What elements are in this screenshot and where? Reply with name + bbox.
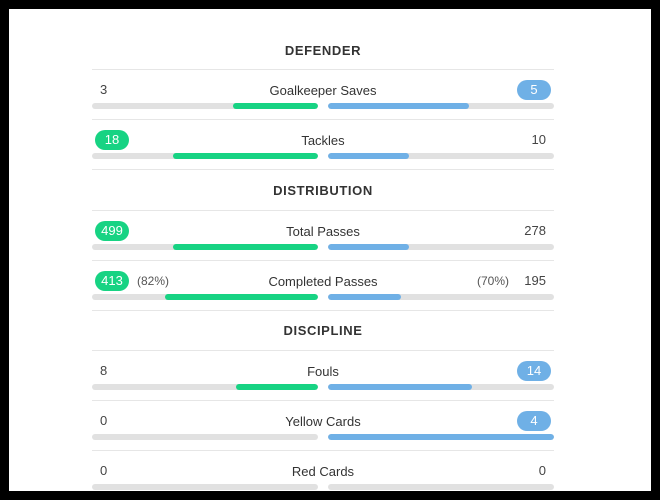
right-bar-track <box>328 434 554 440</box>
right-bar-fill <box>328 153 409 159</box>
right-bar-fill <box>328 103 470 109</box>
right-value: 195 <box>524 273 546 288</box>
right-value: 278 <box>524 223 546 238</box>
stat-label: Yellow Cards <box>285 414 361 429</box>
left-bar-track <box>92 484 318 490</box>
right-bar-fill <box>328 384 472 390</box>
left-percentage: (82%) <box>137 274 170 288</box>
stat-row-fouls: 8 Fouls 14 <box>92 351 554 401</box>
divider <box>92 400 554 401</box>
right-bar-fill <box>328 294 401 300</box>
right-bar-fill <box>328 434 554 440</box>
left-bar-track <box>92 103 318 109</box>
right-value-badge: 4 <box>517 411 551 431</box>
left-value-badge: 18 <box>95 130 129 150</box>
right-value: 0 <box>538 463 546 478</box>
right-bar-fill <box>328 244 409 250</box>
divider <box>92 119 554 120</box>
left-bar-fill <box>172 244 318 250</box>
stat-row-red-cards: 0 Red Cards 0 <box>92 451 554 491</box>
left-bar-fill <box>233 103 318 109</box>
left-value: 0 <box>100 463 108 478</box>
left-value: 8 <box>100 363 108 378</box>
match-stats-panel: DEFENDER 3 Goalkeeper Saves 5 18 Tackles… <box>9 9 651 491</box>
stat-label: Tackles <box>301 133 345 148</box>
right-bar-track <box>328 103 554 109</box>
stat-row-completed-passes: 413 (82%) Completed Passes (70%) 195 <box>92 261 554 311</box>
right-bar-track <box>328 244 554 250</box>
left-value-badge: 499 <box>95 221 129 241</box>
stat-row-tackles: 18 Tackles 10 <box>92 120 554 170</box>
right-value-badge: 5 <box>517 80 551 100</box>
left-bar-fill <box>235 384 318 390</box>
stat-label: Total Passes <box>286 224 360 239</box>
section-title-distribution: DISTRIBUTION <box>273 183 373 198</box>
stat-label: Red Cards <box>291 464 355 479</box>
right-bar-track <box>328 484 554 490</box>
right-bar-track <box>328 384 554 390</box>
left-bar-track <box>92 384 318 390</box>
section-title-defender: DEFENDER <box>284 43 362 58</box>
left-bar-track <box>92 434 318 440</box>
divider <box>92 210 554 211</box>
right-bar-track <box>328 294 554 300</box>
stat-label: Goalkeeper Saves <box>269 83 377 98</box>
right-bar-track <box>328 153 554 159</box>
divider <box>92 169 554 170</box>
divider <box>92 310 554 311</box>
divider <box>92 450 554 451</box>
divider <box>92 69 554 70</box>
right-value: 10 <box>531 132 546 147</box>
left-bar-track <box>92 244 318 250</box>
right-percentage: (70%) <box>476 274 509 288</box>
right-value-badge: 14 <box>517 361 551 381</box>
stat-label: Completed Passes <box>268 274 378 289</box>
section-title-discipline: DISCIPLINE <box>283 323 363 338</box>
stat-row-total-passes: 499 Total Passes 278 <box>92 211 554 261</box>
divider <box>92 350 554 351</box>
left-bar-fill <box>172 153 318 159</box>
left-value-badge: 413 <box>95 271 129 291</box>
stat-row-yellow-cards: 0 Yellow Cards 4 <box>92 401 554 451</box>
left-bar-fill <box>164 294 318 300</box>
left-value: 3 <box>100 82 108 97</box>
left-bar-track <box>92 153 318 159</box>
left-value: 0 <box>100 413 108 428</box>
stat-row-goalkeeper-saves: 3 Goalkeeper Saves 5 <box>92 70 554 120</box>
stat-label: Fouls <box>307 364 339 379</box>
left-bar-track <box>92 294 318 300</box>
divider <box>92 260 554 261</box>
